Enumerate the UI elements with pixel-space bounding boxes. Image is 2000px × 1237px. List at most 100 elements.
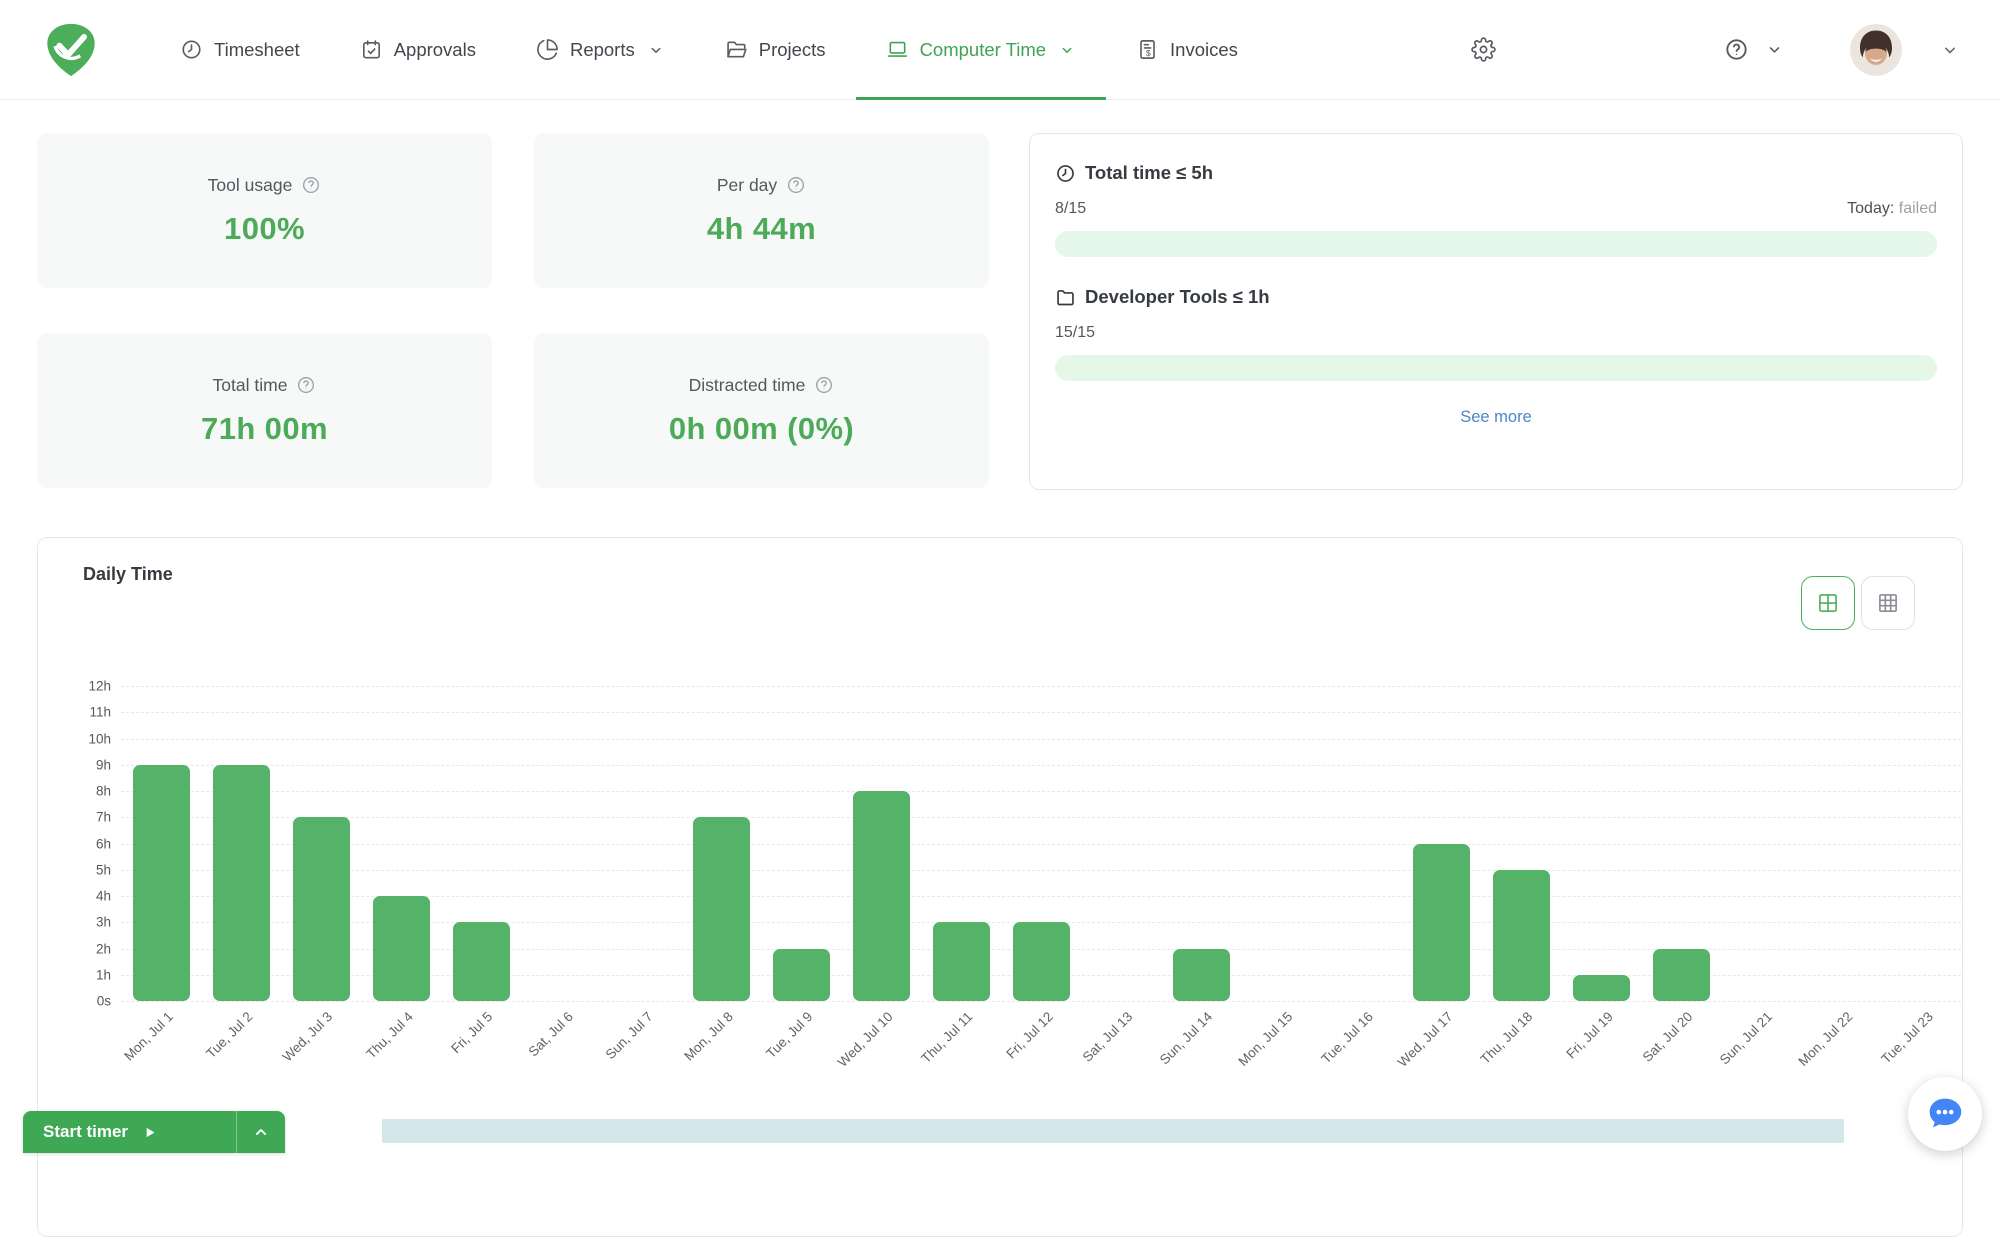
gridline xyxy=(121,739,1961,740)
chart-bar[interactable] xyxy=(373,896,430,1001)
chart-bar[interactable] xyxy=(453,922,510,1001)
chart-bar[interactable] xyxy=(693,817,750,1001)
y-tick-label: 11h xyxy=(89,705,111,720)
calendar-check-icon xyxy=(360,38,383,61)
help-tooltip-icon[interactable] xyxy=(296,375,316,395)
chart-bar[interactable] xyxy=(773,949,830,1002)
y-tick-label: 10h xyxy=(88,731,111,746)
x-tick-text: Tue, Jul 16 xyxy=(1318,1009,1375,1066)
x-tick-text: Mon, Jul 15 xyxy=(1236,1009,1296,1069)
grid-3x3-icon xyxy=(1875,590,1901,616)
primary-nav: Timesheet Approvals Reports Projects Compute… xyxy=(150,0,1268,99)
goal-title: Total time ≤ 5h xyxy=(1055,162,1937,184)
timer-options-chevron-up[interactable] xyxy=(237,1122,285,1142)
chevron-down-icon xyxy=(1940,40,1960,60)
chart-view-toggle-detailed[interactable] xyxy=(1861,576,1915,630)
chart-bar[interactable] xyxy=(933,922,990,1001)
nav-item-timesheet[interactable]: Timesheet xyxy=(150,0,330,99)
help-menu[interactable] xyxy=(1724,37,1784,62)
nav-item-label: Reports xyxy=(570,39,635,61)
question-circle-icon xyxy=(1724,37,1749,62)
chart-title: Daily Time xyxy=(83,564,173,585)
chart-bar[interactable] xyxy=(213,765,270,1001)
nav-item-projects[interactable]: Projects xyxy=(695,0,856,99)
help-tooltip-icon[interactable] xyxy=(786,175,806,195)
y-tick-label: 9h xyxy=(96,757,111,772)
chart-bar[interactable] xyxy=(1493,870,1550,1001)
navbar-right xyxy=(1471,24,1970,76)
chart-bar[interactable] xyxy=(133,765,190,1001)
question-circle-icon xyxy=(1724,37,1749,62)
goal-count: 15/15 xyxy=(1055,324,1095,342)
chat-launcher-button[interactable] xyxy=(1908,1077,1982,1151)
chart-bar[interactable] xyxy=(1013,922,1070,1001)
x-tick-text: Thu, Jul 4 xyxy=(363,1009,416,1062)
help-tooltip-icon[interactable] xyxy=(814,375,834,395)
folder-open-icon xyxy=(725,38,748,61)
x-tick-text: Tue, Jul 2 xyxy=(203,1009,255,1061)
user-menu-chevron[interactable] xyxy=(1940,40,1960,60)
gridline xyxy=(121,817,1961,818)
gridline xyxy=(121,791,1961,792)
chart-horizontal-scrollbar[interactable] xyxy=(382,1119,1844,1143)
help-tooltip-icon[interactable] xyxy=(301,175,321,195)
x-tick-text: Sat, Jul 6 xyxy=(525,1009,575,1059)
goal-title: Developer Tools ≤ 1h xyxy=(1055,286,1937,308)
see-more-link[interactable]: See more xyxy=(1055,408,1937,427)
question-circle-icon xyxy=(786,175,806,195)
question-circle-icon xyxy=(296,375,316,395)
x-tick-text: Sat, Jul 20 xyxy=(1640,1009,1696,1065)
stat-card-total-time: Total time 71h 00m xyxy=(37,333,492,488)
grid-2x2-icon xyxy=(1815,590,1841,616)
y-tick-label: 12h xyxy=(88,679,111,694)
nav-item-approvals[interactable]: Approvals xyxy=(330,0,506,99)
nav-item-invoices[interactable]: $ Invoices xyxy=(1106,0,1268,99)
chart-bar[interactable] xyxy=(1173,949,1230,1002)
x-tick-text: Wed, Jul 10 xyxy=(835,1009,896,1070)
x-tick-text: Sun, Jul 14 xyxy=(1157,1009,1215,1067)
laptop-icon xyxy=(886,38,909,61)
chart-bar[interactable] xyxy=(1653,949,1710,1002)
nav-item-computer-time[interactable]: Computer Time xyxy=(856,0,1106,99)
start-timer-button[interactable]: Start timer xyxy=(23,1111,285,1153)
stat-title: Tool usage xyxy=(208,175,322,196)
nav-item-reports[interactable]: Reports xyxy=(506,0,695,99)
chart-bar[interactable] xyxy=(1573,975,1630,1001)
svg-text:$: $ xyxy=(1146,48,1151,58)
stat-title: Distracted time xyxy=(689,375,835,396)
avatar-image xyxy=(1850,24,1902,76)
chart-bar[interactable] xyxy=(293,817,350,1001)
x-tick-text: Fri, Jul 12 xyxy=(1003,1009,1056,1062)
nav-item-label: Invoices xyxy=(1170,39,1238,61)
stat-value: 71h 00m xyxy=(201,411,328,447)
gridline xyxy=(121,870,1961,871)
x-tick-text: Tue, Jul 23 xyxy=(1878,1009,1935,1066)
invoice-icon: $ xyxy=(1136,38,1159,61)
gridline xyxy=(121,712,1961,713)
y-tick-label: 3h xyxy=(96,915,111,930)
user-avatar[interactable] xyxy=(1850,24,1902,76)
x-tick-text: Sun, Jul 21 xyxy=(1717,1009,1775,1067)
nav-item-label: Approvals xyxy=(394,39,476,61)
gridline xyxy=(121,765,1961,766)
chart-bar[interactable] xyxy=(853,791,910,1001)
x-tick-text: Wed, Jul 3 xyxy=(280,1009,336,1065)
app-logo-icon[interactable] xyxy=(42,20,100,80)
stat-title-text: Tool usage xyxy=(208,175,293,196)
goal-title-text: Developer Tools ≤ 1h xyxy=(1085,286,1270,308)
x-tick-text: Fri, Jul 19 xyxy=(1563,1009,1616,1062)
chart-bar[interactable] xyxy=(1413,844,1470,1002)
settings-gear-button[interactable] xyxy=(1471,37,1496,62)
x-tick-text: Mon, Jul 8 xyxy=(681,1009,736,1064)
stat-title-text: Total time xyxy=(213,375,288,396)
start-timer-label: Start timer xyxy=(43,1122,128,1142)
chart-view-toggle-compact[interactable] xyxy=(1801,576,1855,630)
goal-count: 8/15 xyxy=(1055,200,1086,218)
chevron-down-icon xyxy=(1765,40,1784,59)
nav-item-label: Computer Time xyxy=(920,39,1046,61)
top-navbar: Timesheet Approvals Reports Projects Compute… xyxy=(0,0,2000,100)
